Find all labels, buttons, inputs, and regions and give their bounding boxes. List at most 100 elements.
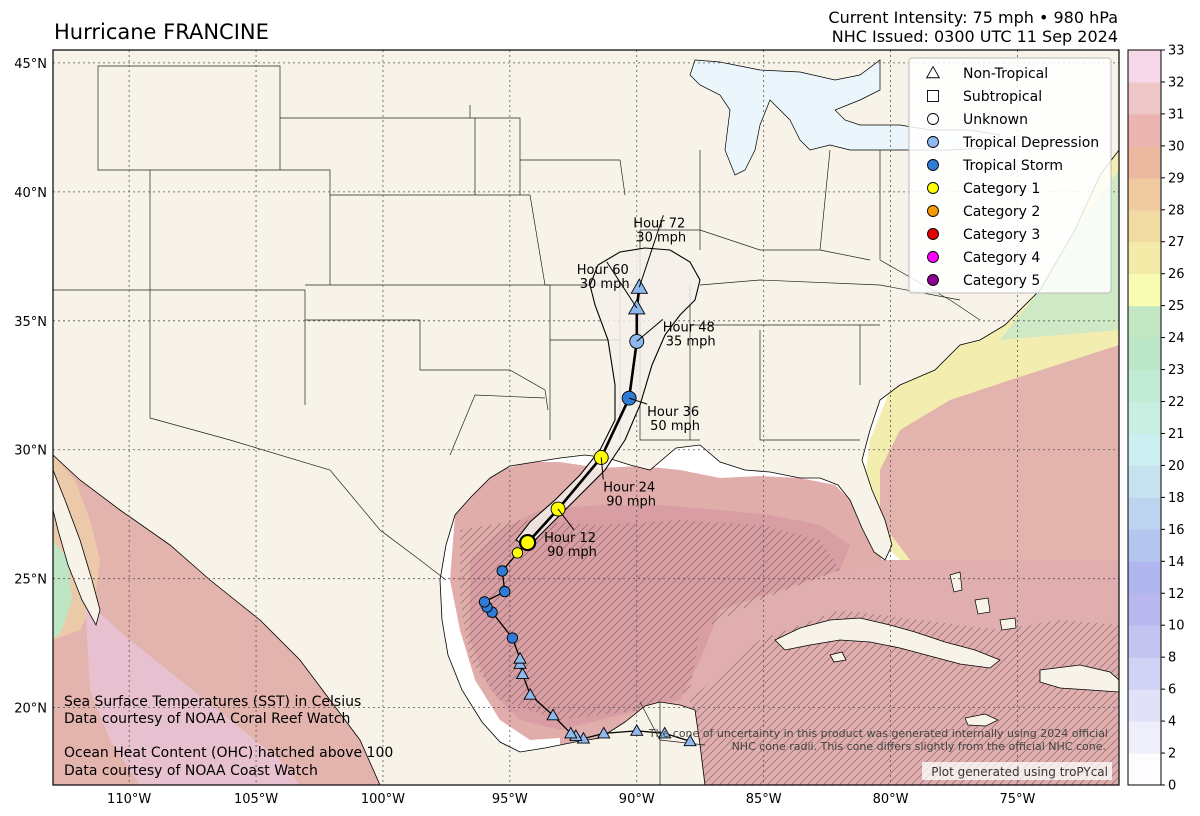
legend-symbol [927,228,939,240]
land-bahamas [949,571,1017,631]
lon-tick-label: 105°W [234,792,278,807]
forecast-hour-label: Hour 48 [663,320,715,335]
legend-label: Category 3 [963,227,1040,243]
past-track-point [546,708,560,721]
forecast-leader-line [628,397,648,405]
colorbar-segment [1128,433,1161,466]
legend-label: Non-Tropical [963,66,1048,82]
current-position-marker [519,533,537,552]
colorbar-tick-label: 25 [1168,299,1185,314]
sst-pacific-pink [85,600,300,785]
colorbar-segment [1128,593,1161,626]
colorbar-segment [1128,369,1161,403]
colorbar-segment [1128,273,1161,307]
ohc-hatch-caribbean [690,610,1119,785]
ohc-hatch-gulf [460,520,840,720]
forecast-hour-label: Hour 24 [603,480,655,495]
cone-disclaimer-line1: The cone of uncertainty in this product … [648,727,1108,740]
legend-symbol [927,90,939,102]
colorbar-tick-label: 8 [1168,651,1176,666]
past-track-point [683,734,697,747]
credit-box [922,762,1112,780]
lat-tick-label: 35°N [14,315,47,330]
colorbar-segment [1128,625,1161,658]
colorbar-labels: 0246810121416182021222324252627282930313… [1161,44,1185,794]
forecast-leader-line [600,457,604,480]
longitude-labels: 110°W 105°W 100°W 95°W 90°W 85°W 80°W 75°W [107,792,1036,807]
colorbar-tick-label: 23 [1168,363,1185,378]
colorbar-tick-label: 27 [1168,235,1185,250]
legend-label: Tropical Depression [962,135,1099,151]
colorbar-frame [1127,49,1162,786]
latitude-labels: 45°N 40°N 35°N 30°N 25°N 20°N [14,57,47,717]
lon-tick-label: 95°W [492,792,528,807]
colorbar-segment [1128,657,1161,690]
colorbar-tick-label: 16 [1168,523,1185,538]
colorbar-segment [1128,145,1161,179]
legend-symbol [925,65,941,79]
sst-note-line1: Sea Surface Temperatures (SST) in Celsiu… [64,694,361,710]
colorbar-segment [1128,465,1161,498]
lat-tick-label: 45°N [14,57,47,72]
credit-text: Plot generated using troPYcal [931,765,1108,779]
forecast-wind-label: 90 mph [547,545,597,560]
sst-colorbar [1128,50,1161,786]
lat-tick-label: 25°N [14,573,47,588]
legend-label: Category 1 [963,181,1040,197]
colorbar-tick-label: 0 [1168,779,1176,794]
colorbar-segment [1128,753,1161,786]
cone-of-uncertainty [515,247,701,549]
forecast-hour-label: Hour 60 [577,263,629,278]
forecast-leader-line [638,215,664,288]
legend-label: Category 4 [963,250,1040,266]
lat-tick-label: 40°N [14,186,47,201]
nhc-issued-time: NHC Issued: 0300 UTC 11 Sep 2024 [831,27,1118,46]
ohc-note-line1: Ocean Heat Content (OHC) hatched above 1… [64,745,393,761]
colorbar-tick-label: 10 [1168,619,1185,634]
lon-tick-label: 90°W [619,792,655,807]
forecast-wind-label: 50 mph [650,419,700,434]
legend: Non-Tropical Subtropical Unknown Tropical D… [908,57,1112,294]
colorbar-tick-label: 24 [1168,331,1185,346]
colorbar-segment [1128,497,1161,530]
lon-tick-label: 85°W [746,792,782,807]
lon-tick-label: 100°W [361,792,405,807]
legend-symbol [927,113,939,125]
colorbar-tick-label: 30 [1168,139,1185,154]
colorbar-segment [1128,209,1161,243]
colorbar-tick-label: 32 [1168,75,1185,90]
forecast-hour-label: Hour 72 [633,216,685,231]
colorbar-tick-label: 20 [1168,459,1185,474]
past-track-point [597,726,611,739]
forecast-point [550,501,566,517]
colorbar-segment [1128,305,1161,339]
legend-label: Unknown [963,112,1028,128]
past-track-point [499,585,511,598]
colorbar-tick-label: 18 [1168,491,1185,506]
colorbar-tick-label: 31 [1168,107,1185,122]
colorbar-tick-label: 21 [1168,427,1185,442]
colorbar-tick-label: 2 [1168,747,1176,762]
legend-label: Category 5 [963,273,1040,289]
land-isle-of-youth [829,651,847,663]
forecast-hour-label: Hour 12 [544,531,596,546]
cone-disclaimer-line2: NHC cone radii. This cone differs slight… [732,740,1106,753]
past-track-point [564,726,578,739]
sst-pacific-green [53,540,72,640]
past-track-point [478,596,491,608]
legend-symbol [927,205,939,217]
land-jamaica [964,713,999,727]
colorbar-segment [1128,401,1161,434]
colorbar-tick-label: 6 [1168,683,1176,698]
ohc-note-line2: Data courtesy of NOAA Coast Watch [64,763,318,779]
legend-label: Subtropical [963,89,1042,105]
colorbar-tick-label: 12 [1168,587,1185,602]
forecast-leader-line [557,508,575,531]
past-track-point [630,723,644,736]
colorbar-segment [1128,721,1161,754]
colorbar-segment [1128,50,1161,83]
past-track-point [506,632,519,644]
past-track-point [523,687,537,700]
legend-symbol [927,274,939,286]
land-cuba [774,617,1001,669]
